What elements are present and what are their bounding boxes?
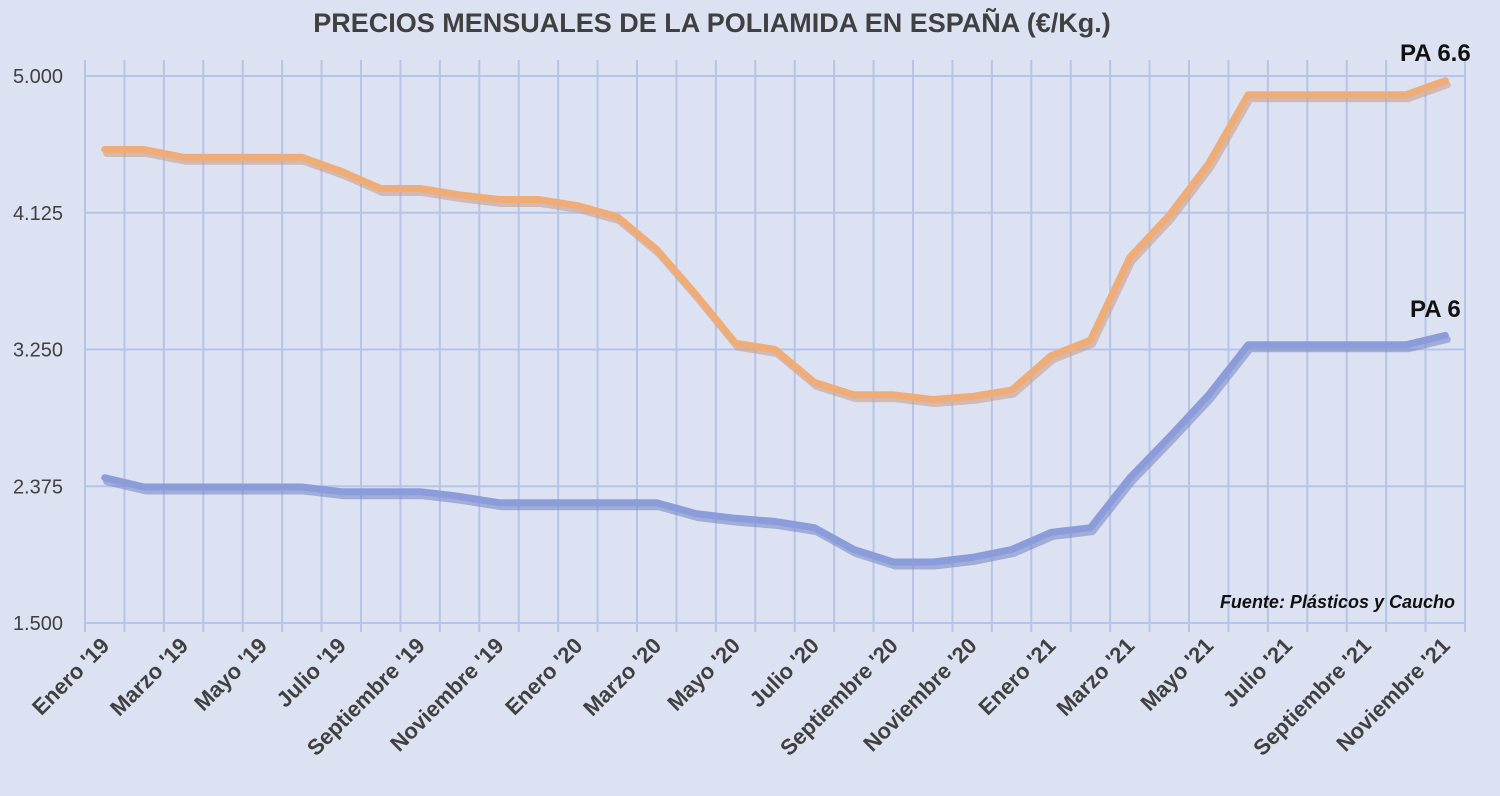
data-point xyxy=(1126,474,1133,481)
data-point xyxy=(141,146,148,153)
data-point xyxy=(456,493,463,500)
series-pa-6-6 xyxy=(101,77,1451,407)
data-point xyxy=(338,488,345,495)
series-label-pa-6-6: PA 6.6 xyxy=(1400,40,1471,67)
data-point xyxy=(1245,91,1252,98)
data-point xyxy=(1048,352,1054,359)
data-point xyxy=(1205,391,1212,398)
data-point xyxy=(1205,160,1212,167)
data-point xyxy=(772,346,778,353)
data-point xyxy=(614,499,621,506)
data-point xyxy=(574,202,581,209)
data-point xyxy=(141,484,148,490)
chart-title: PRECIOS MENSUALES DE LA POLIAMIDA EN ESP… xyxy=(313,7,1111,38)
data-point xyxy=(417,185,424,192)
data-point xyxy=(259,154,266,161)
data-point xyxy=(1284,341,1291,348)
y-tick-label: 1.500 xyxy=(13,613,63,635)
data-point xyxy=(732,340,739,347)
data-point xyxy=(850,546,857,553)
data-point xyxy=(1363,341,1370,348)
plot-series xyxy=(101,77,1451,570)
y-tick-label: 5.000 xyxy=(13,66,63,88)
data-point xyxy=(101,146,108,153)
data-point xyxy=(1008,546,1015,553)
data-point xyxy=(535,196,542,203)
y-tick-label: 4.125 xyxy=(13,203,63,225)
data-point xyxy=(180,154,187,161)
data-point xyxy=(1442,77,1449,84)
data-point xyxy=(1087,524,1094,531)
data-point xyxy=(969,554,976,561)
data-point xyxy=(180,484,187,490)
data-point xyxy=(614,213,621,220)
data-point xyxy=(1402,91,1409,98)
data-point xyxy=(298,484,305,490)
data-point xyxy=(653,499,660,506)
data-point xyxy=(1402,341,1409,348)
y-tick-label: 2.375 xyxy=(13,476,63,498)
data-point xyxy=(1245,341,1252,348)
data-point xyxy=(1324,341,1330,348)
data-point xyxy=(377,488,384,495)
data-point xyxy=(456,191,463,198)
data-point xyxy=(1126,254,1133,261)
data-point xyxy=(811,379,818,386)
data-point xyxy=(574,499,581,506)
series-label-pa-6: PA 6 xyxy=(1410,296,1461,323)
series-pa-6 xyxy=(101,331,1451,570)
data-point xyxy=(1087,337,1094,344)
series-line-shadow xyxy=(103,335,1451,570)
data-point xyxy=(969,393,976,400)
data-point xyxy=(693,291,700,298)
data-point xyxy=(1166,434,1173,440)
data-point xyxy=(496,196,502,203)
data-point xyxy=(1284,91,1291,98)
data-point xyxy=(259,484,266,490)
data-point xyxy=(811,524,818,531)
data-point xyxy=(1442,332,1449,339)
data-point xyxy=(653,246,660,253)
data-point xyxy=(298,154,305,161)
data-point xyxy=(693,510,700,517)
data-point xyxy=(1324,91,1330,98)
data-point xyxy=(220,154,226,161)
data-point xyxy=(890,559,897,565)
data-point xyxy=(1363,91,1370,98)
data-point xyxy=(929,559,936,565)
data-point xyxy=(1048,529,1054,536)
y-axis: 1.500 2.375 3.250 4.125 5.000 xyxy=(13,66,63,635)
data-point xyxy=(890,391,897,398)
data-point xyxy=(772,518,778,525)
data-point xyxy=(417,488,424,495)
data-point xyxy=(1166,212,1173,219)
data-point xyxy=(101,474,108,481)
data-point xyxy=(1008,387,1015,394)
data-point xyxy=(535,499,542,506)
data-point xyxy=(338,168,345,175)
source-note: Fuente: Plásticos y Caucho xyxy=(1220,592,1455,612)
data-point xyxy=(496,499,502,506)
data-point xyxy=(929,396,936,403)
data-point xyxy=(850,391,857,398)
y-tick-label: 3.250 xyxy=(13,340,63,362)
data-point xyxy=(220,484,226,490)
data-point xyxy=(377,185,384,192)
data-point xyxy=(732,515,739,522)
